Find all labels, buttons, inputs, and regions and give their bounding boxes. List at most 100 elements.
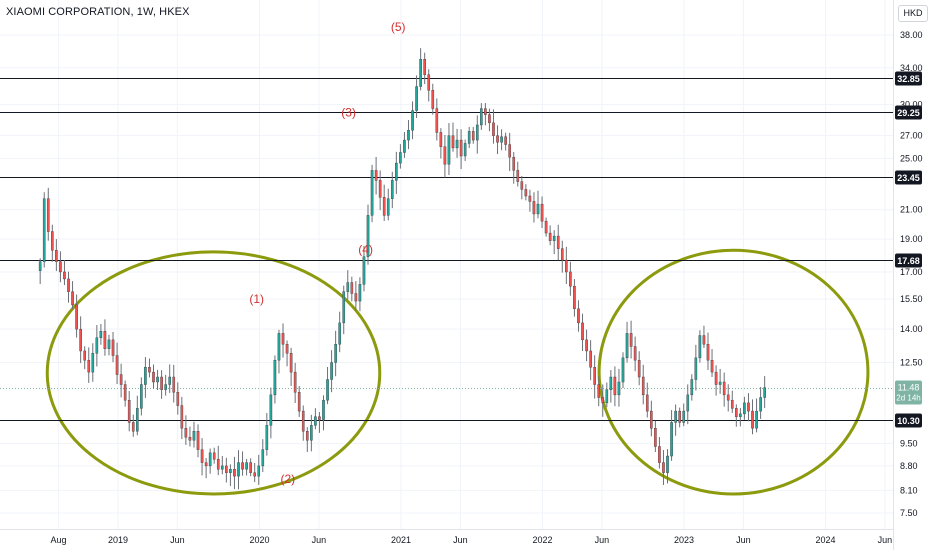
level-price-label: 29.25 xyxy=(897,108,920,118)
candle-body xyxy=(192,431,196,441)
time-axis[interactable]: Aug 2019 Jun 2020 Jun 2021 Jun 2022 Jun 2023 Jun 20… xyxy=(51,535,893,545)
candle-body xyxy=(589,350,592,368)
candle-body xyxy=(743,402,746,415)
wave-label[interactable]: (2) xyxy=(280,472,295,486)
candle-body xyxy=(686,394,690,412)
candle-body xyxy=(690,379,694,396)
candle-body xyxy=(463,143,467,157)
time-tick-label: Jun xyxy=(595,535,610,545)
level-price-label: 32.85 xyxy=(897,74,920,84)
candle-body xyxy=(354,293,358,302)
candle-body xyxy=(641,376,645,396)
price-tick-label: 19.00 xyxy=(900,234,923,244)
candle-body xyxy=(257,465,261,477)
candle-body xyxy=(710,359,714,373)
candle-body xyxy=(249,462,252,473)
wave-label[interactable]: (1) xyxy=(249,292,264,306)
candle-body xyxy=(87,359,91,373)
candle-body xyxy=(471,131,475,141)
candle-body xyxy=(500,136,503,143)
candle-body xyxy=(91,353,95,373)
candle-body xyxy=(484,108,487,115)
candle-body xyxy=(443,146,447,165)
candle-body xyxy=(467,131,471,144)
candle-body xyxy=(565,259,568,273)
candle-body xyxy=(79,328,82,352)
wave-label[interactable]: (3) xyxy=(341,106,356,120)
candle-body xyxy=(609,376,613,390)
candle-body xyxy=(152,371,155,383)
candle-body xyxy=(156,376,159,383)
candle-body xyxy=(123,384,127,401)
candle-body xyxy=(180,405,184,429)
candle-body xyxy=(350,282,354,294)
candle-body xyxy=(447,135,451,165)
bar-countdown-label: 2d 14h xyxy=(896,394,920,403)
candle-body xyxy=(330,362,333,380)
price-tick-label: 34.00 xyxy=(900,63,923,73)
candle-body xyxy=(63,271,66,280)
candle-body xyxy=(135,408,139,432)
candle-body xyxy=(164,384,167,390)
candle-body xyxy=(411,110,414,131)
candle-body xyxy=(403,139,406,153)
candle-body xyxy=(496,135,499,143)
candle-body xyxy=(617,381,621,396)
candle-body xyxy=(504,136,507,145)
candle-body xyxy=(560,248,564,261)
candle-body xyxy=(293,371,297,393)
candle-body xyxy=(702,335,706,345)
candle-body xyxy=(480,108,483,126)
candle-body xyxy=(342,291,346,324)
candle-body xyxy=(51,231,54,251)
price-axis[interactable]: 38.00 34.00 30.00 27.00 25.00 21.00 19.00 17.00… xyxy=(900,30,923,518)
time-tick-label: Jun xyxy=(170,535,185,545)
price-tick-label: 17.00 xyxy=(900,267,923,277)
candle-body xyxy=(253,472,256,477)
candle-body xyxy=(59,261,62,273)
candle-body xyxy=(666,455,669,473)
candle-body xyxy=(322,399,325,420)
currency-button[interactable]: HKD xyxy=(898,5,928,22)
candle-body xyxy=(694,357,698,380)
candle-body xyxy=(297,392,301,412)
candle-body xyxy=(55,250,58,262)
time-tick-label: Jun xyxy=(878,535,893,545)
chart-grid xyxy=(0,0,893,529)
candle-body xyxy=(516,170,520,182)
candle-body xyxy=(261,449,265,467)
candle-body xyxy=(326,379,329,401)
time-tick-label: 2020 xyxy=(249,535,269,545)
candle-body xyxy=(621,357,625,383)
ellipse-annotations xyxy=(45,248,870,496)
candle-body xyxy=(71,291,74,306)
level-price-badge xyxy=(895,413,922,428)
candle-body xyxy=(305,431,309,441)
candle-body xyxy=(310,425,313,441)
candle-body xyxy=(378,180,382,198)
symbol-title[interactable]: XIAOMI CORPORATION, 1W, HKEX xyxy=(6,6,190,18)
price-tick-label: 15.50 xyxy=(900,294,923,304)
candle-body xyxy=(613,376,617,396)
candle-body xyxy=(46,198,50,232)
candle-body xyxy=(654,428,657,447)
ellipse-annotation[interactable] xyxy=(597,248,870,496)
candle-body xyxy=(119,374,123,385)
ellipse-annotation[interactable] xyxy=(45,250,382,496)
candle-body xyxy=(95,337,99,354)
candle-body xyxy=(427,74,431,91)
candle-body xyxy=(528,195,532,202)
candle-body xyxy=(176,392,180,406)
candle-body xyxy=(318,416,321,420)
time-tick-label: 2023 xyxy=(674,535,694,545)
candle-body xyxy=(633,346,637,361)
wave-label[interactable]: (5) xyxy=(391,20,406,34)
candle-body xyxy=(148,367,151,373)
wave-label[interactable]: (4) xyxy=(358,242,373,256)
candle-body xyxy=(399,152,402,164)
candle-body xyxy=(225,465,228,473)
candle-body xyxy=(435,108,439,133)
candle-body xyxy=(459,139,463,157)
candle-body xyxy=(508,144,511,158)
